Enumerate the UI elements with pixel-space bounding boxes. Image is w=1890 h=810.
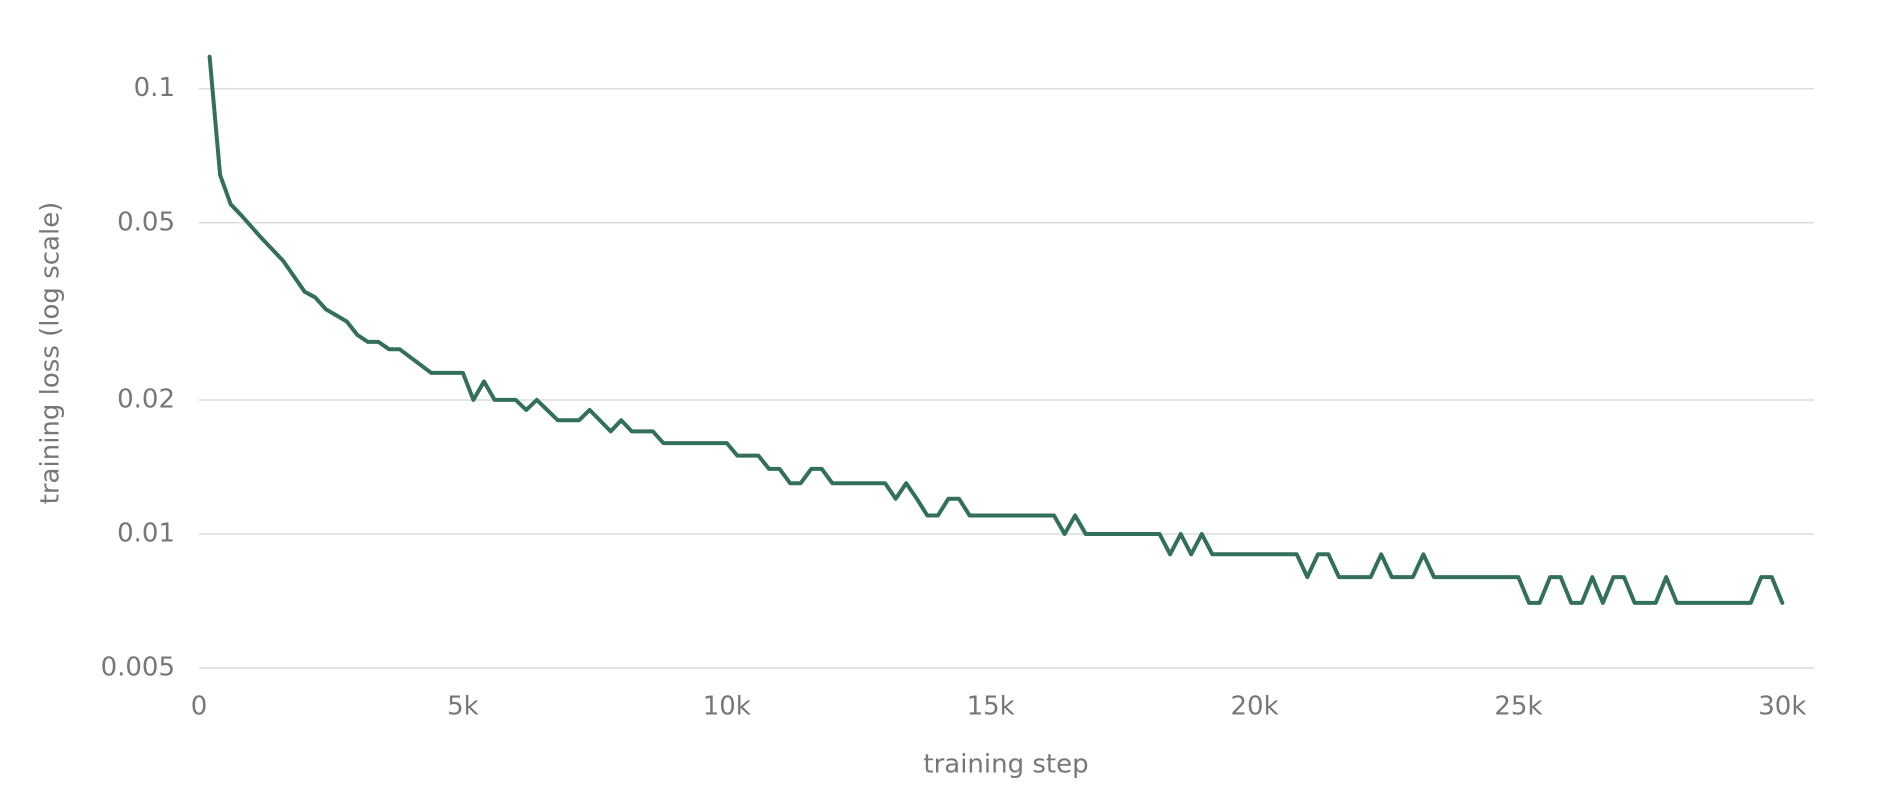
y-tick-label: 0.005 [101,653,175,683]
y-axis-title: training loss (log scale) [36,202,66,505]
y-tick-label: 0.1 [134,73,175,103]
x-tick-label: 25k [1494,692,1542,722]
x-tick-label: 15k [967,692,1015,722]
y-tick-label: 0.05 [117,207,175,237]
x-tick-label: 0 [191,692,208,722]
x-tick-label: 30k [1758,692,1806,722]
x-tick-label: 20k [1230,692,1278,722]
x-tick-label: 10k [703,692,751,722]
loss-line [207,54,1785,605]
y-tick-label: 0.02 [117,384,175,414]
x-axis-title: training step [923,750,1088,780]
x-tick-label: 5k [447,692,479,722]
y-tick-label: 0.01 [117,518,175,548]
